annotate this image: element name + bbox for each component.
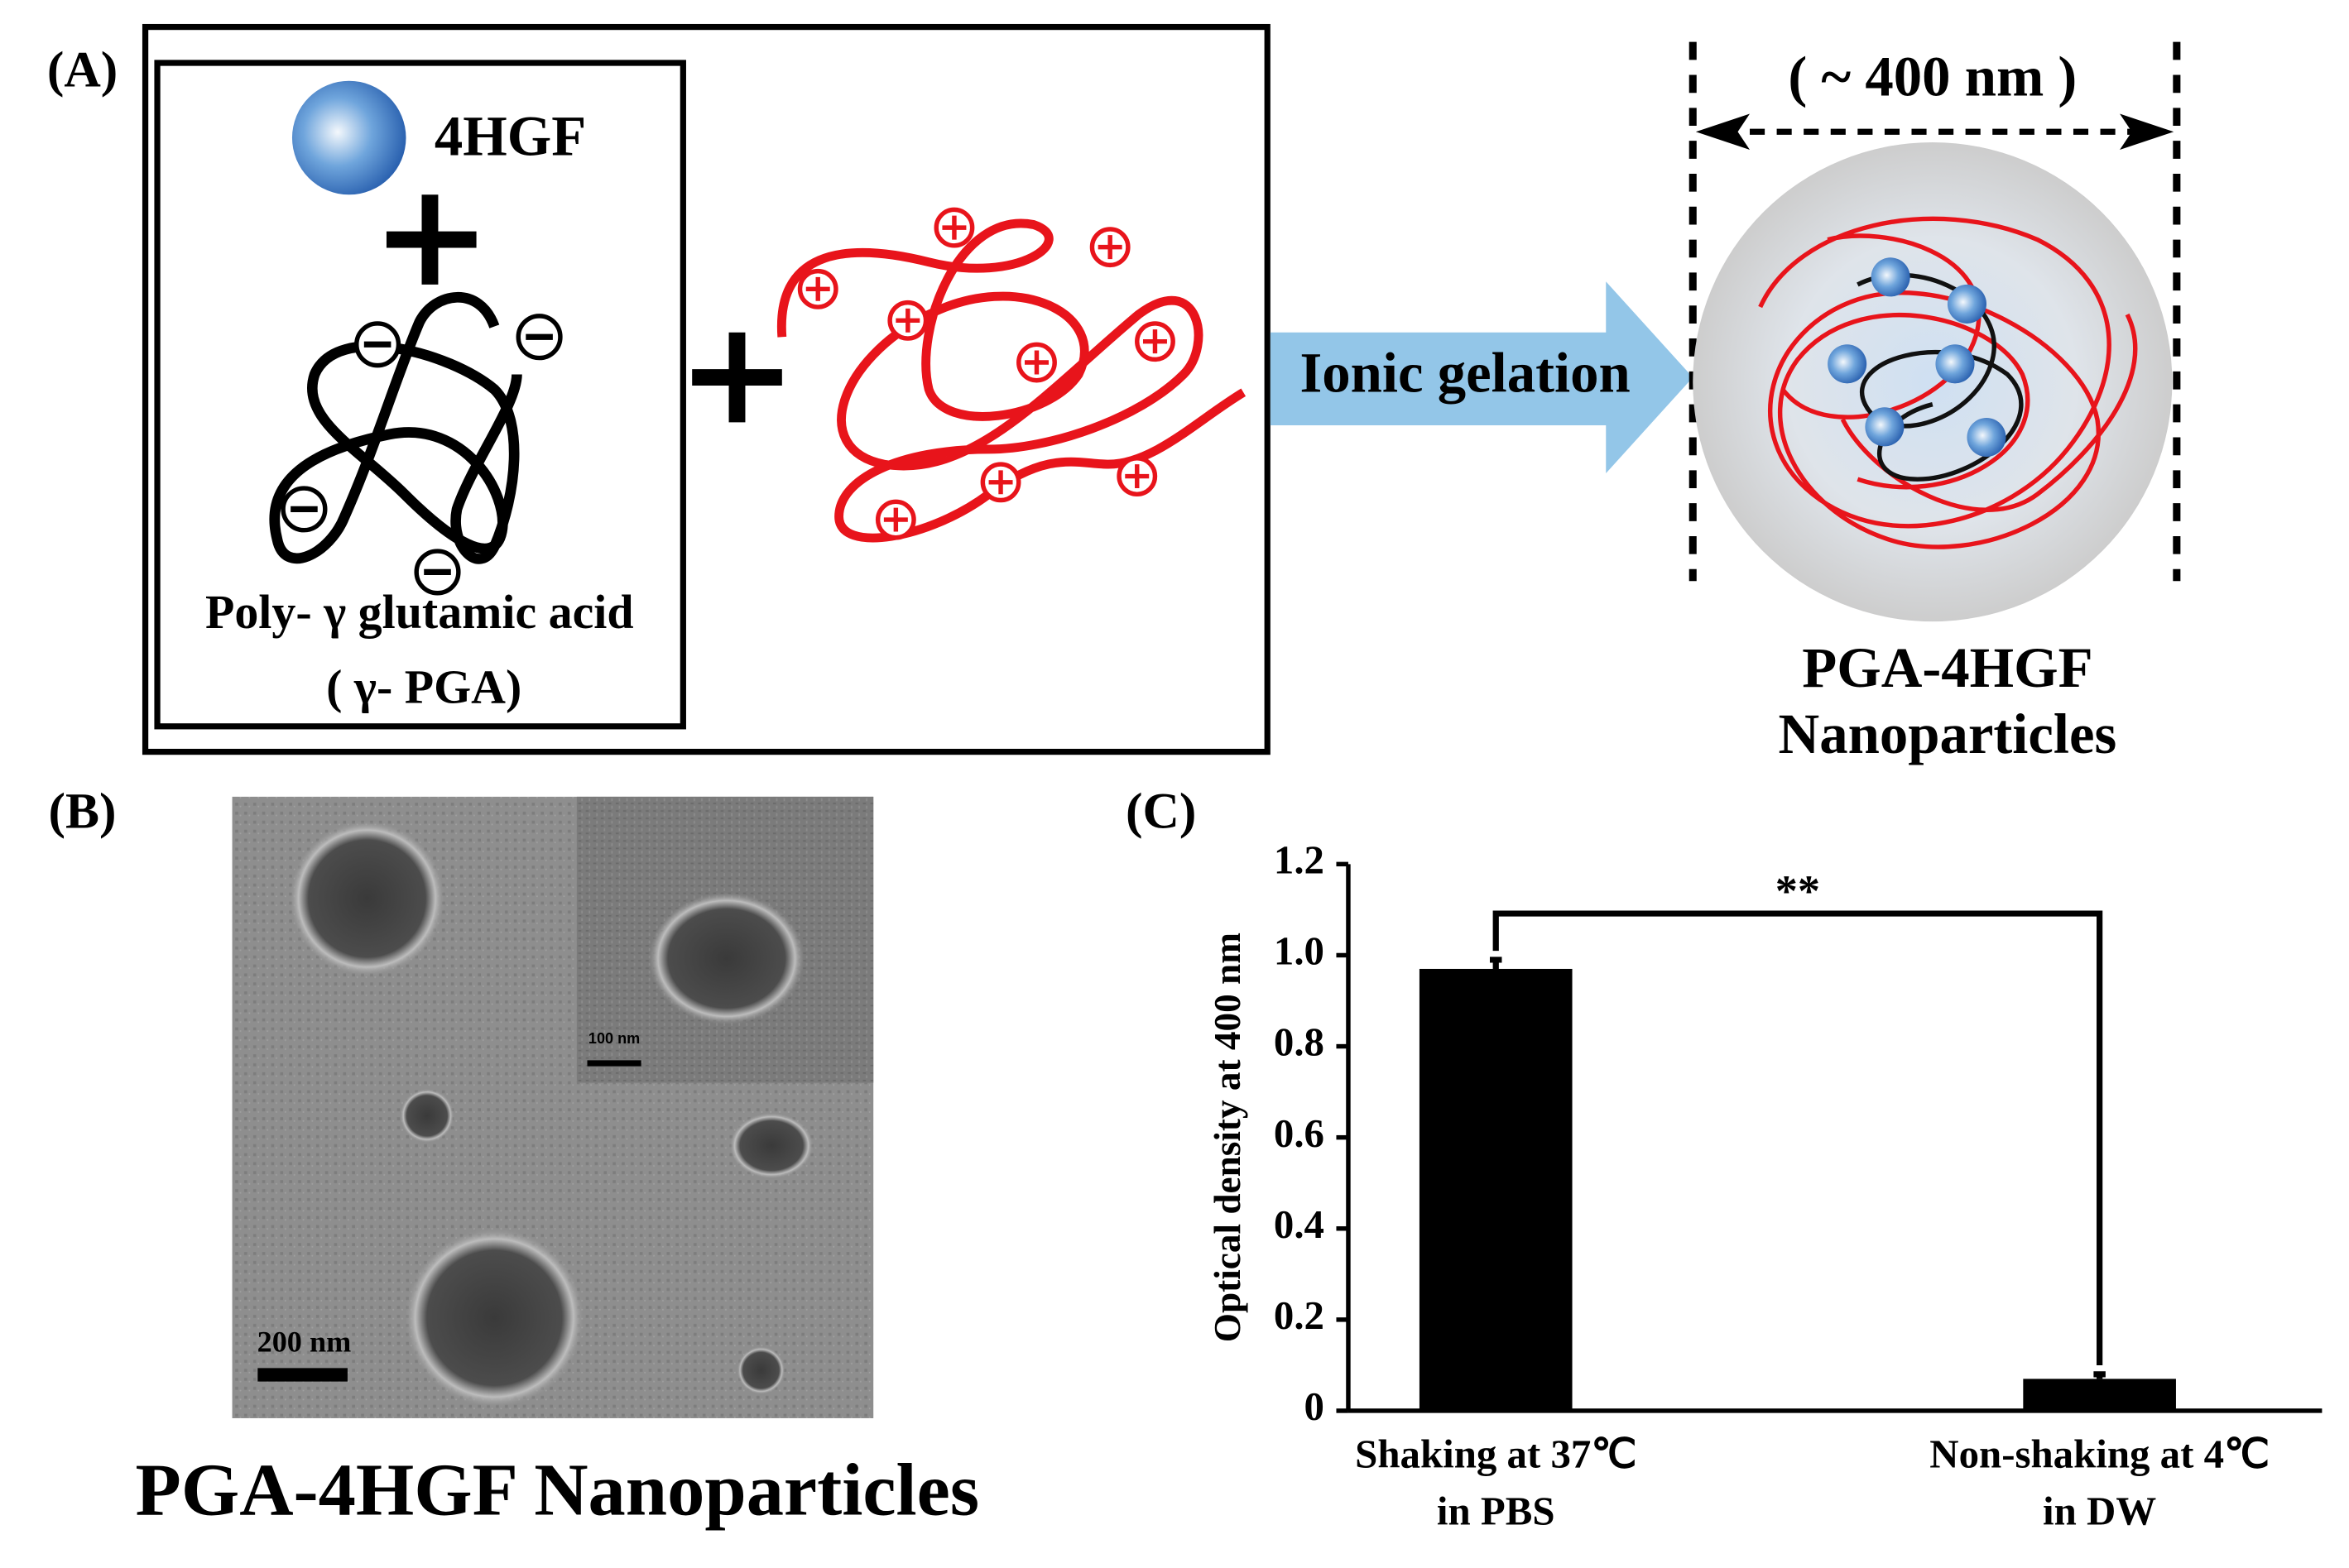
drug-icon xyxy=(1828,257,2006,458)
y-tick-label: 1.2 xyxy=(1274,837,1324,883)
y-tick-label: 0.2 xyxy=(1274,1292,1324,1338)
y-axis-label: Optical density at 400 nm xyxy=(1207,933,1248,1342)
size-label: ( ~ 400 nm ) xyxy=(1788,45,2077,108)
process-label: Ionic gelation xyxy=(1300,342,1631,405)
arrowhead xyxy=(1695,113,2174,150)
x-tick-label: Non-shaking at 4℃ in DW xyxy=(1929,1431,2270,1534)
drug-label: 4HGF xyxy=(435,105,586,168)
drug-icon xyxy=(291,80,406,195)
particle xyxy=(648,892,805,1024)
y-tick-label: 0.6 xyxy=(1274,1110,1324,1156)
caption: PGA-4HGF Nanoparticles xyxy=(136,1448,980,1532)
y-tick-label: 0.8 xyxy=(1274,1019,1324,1065)
product-label: PGA-4HGF xyxy=(1802,636,2092,699)
particle xyxy=(289,820,814,1408)
product-label: Nanoparticles xyxy=(1779,702,2117,765)
y-tick-label: 1.0 xyxy=(1274,928,1324,974)
charge-sign xyxy=(805,215,1167,532)
panel-label: (A) xyxy=(47,42,118,98)
arrow xyxy=(1270,281,1693,473)
error-bar xyxy=(2093,1371,2106,1379)
chitosan-coil xyxy=(776,218,1247,543)
chart: 0 0.2 0.4 0.6 0.8 1.0 1.2 Optical density at 40… xyxy=(1207,837,2323,1534)
x-tick-label: Shaking at 37℃ in PBS xyxy=(1355,1431,1637,1534)
polymer-label: Poly- γ glutamic acid xyxy=(205,585,634,639)
pga-coil xyxy=(1857,272,2024,482)
dashed-line xyxy=(1688,41,2181,582)
polymer-abbr: ( γ- PGA) xyxy=(326,659,521,713)
nanoparticle xyxy=(1693,141,2173,622)
bar xyxy=(2023,1379,2176,1411)
scale-label: 200 nm xyxy=(257,1326,352,1359)
significance-bracket xyxy=(1492,910,2103,1366)
plus-sign xyxy=(386,194,782,423)
bar xyxy=(1419,968,1573,1411)
significance-label: ** xyxy=(1775,866,1820,916)
panel-label: (B) xyxy=(49,784,117,840)
x-tick-label-box: Shaking at 37℃ in PBS xyxy=(1355,1431,1637,1534)
y-tick-label: 0.4 xyxy=(1274,1201,1324,1247)
frame xyxy=(142,23,1271,755)
y-tick-label: 0 xyxy=(1304,1383,1324,1429)
charge-sign xyxy=(291,333,553,576)
x-tick-label-box: Non-shaking at 4℃ in DW xyxy=(1929,1431,2270,1534)
frame xyxy=(154,60,686,730)
scale-label: 100 nm xyxy=(588,1030,640,1047)
error-bar xyxy=(1489,957,1502,969)
pga-coil xyxy=(269,292,522,564)
panel-label: (C) xyxy=(1126,784,1196,840)
